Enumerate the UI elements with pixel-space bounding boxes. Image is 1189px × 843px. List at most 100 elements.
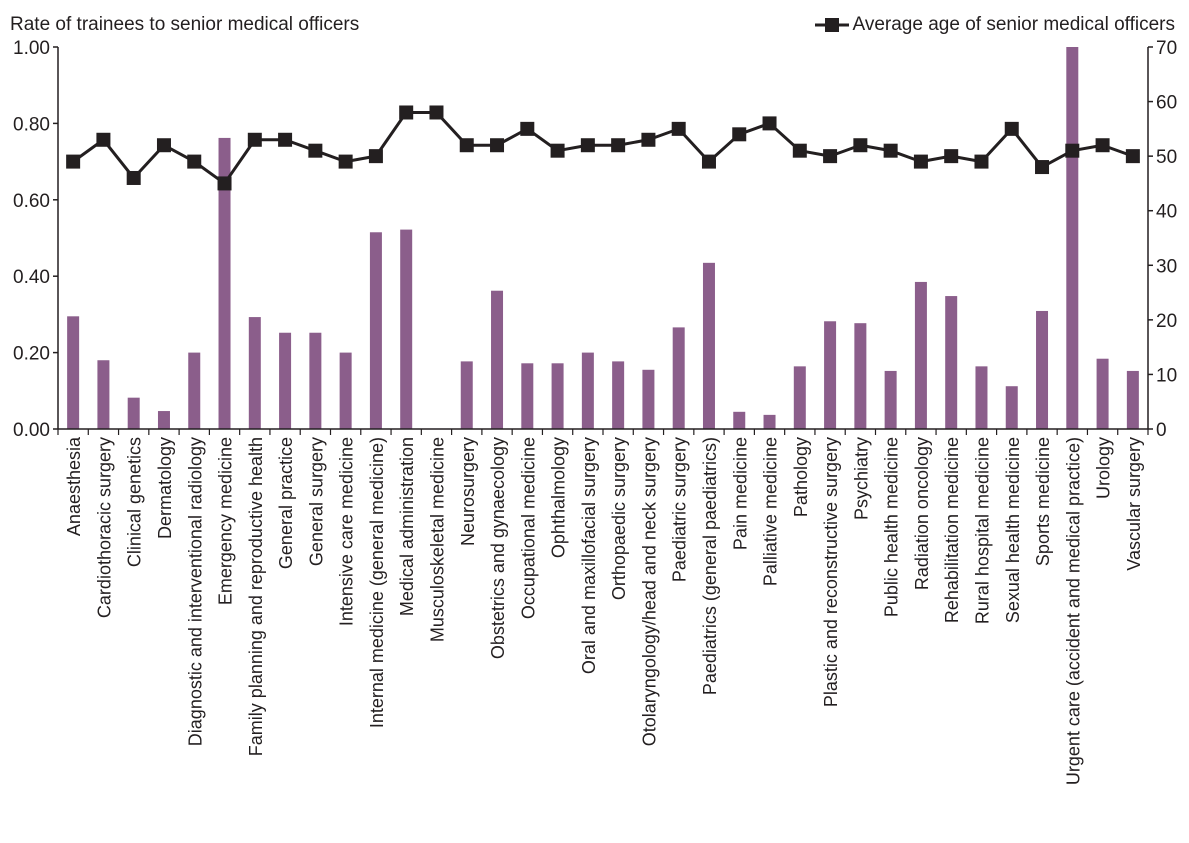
bar-32 [1005,386,1018,429]
x-tick-label: Occupational medicine [518,437,538,619]
y-tick-label-left: 0.20 [13,344,50,365]
bar-27 [854,323,867,429]
x-tick-label: Sports medicine [1033,437,1053,566]
x-tick-label: Oral and maxillofacial surgery [579,437,599,674]
y-tick-label-left: 0.60 [13,191,50,212]
x-tick-label: Clinical genetics [125,437,145,567]
bar-23 [733,411,746,429]
bar-17 [551,363,564,429]
bar-8 [279,332,292,429]
legend: Average age of senior medical officers [814,14,1175,36]
y-tick-label-right: 40 [1156,202,1177,223]
x-tick-label: Anaesthesia [64,436,84,536]
axes: 0.00 0.20 0.40 0.60 0.80 1.00 0 10 20 30 40 50 60 70 [13,38,1177,441]
x-tick-label: Musculoskeletal medicine [427,437,447,642]
age-marker-26 [823,149,838,164]
x-tick-label: Rehabilitation medicine [942,437,962,623]
line-series [66,105,1140,191]
age-marker-31 [974,154,989,169]
x-tick-label: Neurosurgery [458,437,478,546]
x-tick-label: Pathology [791,437,811,517]
age-marker-28 [883,143,898,158]
x-tick-label: Intensive care medicine [337,437,357,626]
age-marker-4 [156,138,171,153]
age-marker-14 [459,138,474,153]
bar-3 [127,397,140,429]
x-tick-label: Rural hospital medicine [972,437,992,624]
bar-20 [642,369,655,429]
age-marker-1 [66,154,81,169]
x-tick-label: Obstetrics and gynaecology [488,437,508,659]
bar-7 [248,317,261,429]
age-marker-22 [701,154,716,169]
bar-2 [97,360,110,429]
bar-1 [67,316,80,429]
bar-28 [884,370,897,429]
x-tick-label: Medical administration [397,437,417,616]
age-marker-7 [247,132,262,147]
x-tick-labels: Anaesthesia Cardiothoracic surgery Clinica… [64,436,1144,785]
y-tick-label-right: 30 [1156,256,1177,277]
y-tick-label-left: 0.80 [13,114,50,135]
y-tick-label-right: 70 [1156,38,1177,59]
age-marker-15 [490,138,505,153]
x-tick-label: Orthopaedic surgery [609,437,629,600]
age-marker-13 [429,105,444,120]
y-tick-label-right: 50 [1156,147,1177,168]
bar-30 [945,296,958,429]
age-marker-29 [913,154,928,169]
bar-25 [793,366,806,429]
y-tick-label-right: 0 [1156,420,1167,441]
y-tick-label-left: 0.40 [13,267,50,288]
age-marker-2 [96,132,111,147]
x-tick-label: Public health medicine [882,437,902,617]
bar-29 [914,281,927,429]
bar-10 [339,352,352,429]
x-tick-label: Pain medicine [730,437,750,550]
age-marker-24 [762,116,777,131]
age-line [72,110,1134,185]
age-marker-8 [278,132,293,147]
x-tick-label: Palliative medicine [761,437,781,586]
bar-24 [763,414,776,429]
bar-19 [612,361,625,429]
x-tick-label: Vascular surgery [1124,437,1144,571]
x-tick-label: Diagnostic and interventional radiology [185,437,205,746]
age-marker-36 [1125,149,1140,164]
x-tick-label: Paediatrics (general paediatrics) [700,437,720,695]
bar-series [67,47,1139,429]
age-marker-18 [580,138,595,153]
x-tick-label: Urgent care (accident and medical practi… [1063,437,1083,785]
bar-36 [1126,370,1139,429]
x-tick-label: Urology [1094,437,1114,499]
bar-4 [157,411,170,429]
bar-11 [369,232,382,429]
age-marker-12 [399,105,414,120]
age-marker-30 [944,149,959,164]
age-marker-20 [641,132,656,147]
x-tick-label: Ophthalmology [549,437,569,558]
bar-5 [188,352,201,429]
legend-entry-average-age: Average age of senior medical officers [852,14,1175,35]
bar-18 [581,352,594,429]
bar-21 [672,327,685,429]
age-marker-19 [611,138,626,153]
x-tick-label: Internal medicine (general medicine) [367,437,387,728]
bar-34 [1066,47,1079,429]
bar-15 [491,290,504,429]
x-tick-label: Sexual health medicine [1003,437,1023,623]
y-tick-label-left: 1.00 [13,38,50,59]
x-tick-label: Otolaryngology/head and neck surgery [639,437,659,746]
x-tick-label: General practice [276,437,296,569]
bar-33 [1036,310,1049,429]
y-tick-label-left: 0.00 [13,420,50,441]
x-tick-label: Psychiatry [851,437,871,520]
age-marker-21 [671,121,686,136]
bar-31 [975,366,988,429]
age-marker-11 [368,149,383,164]
x-tick-label: Paediatric surgery [670,437,690,582]
x-tick-label: Emergency medicine [216,437,236,605]
age-marker-10 [338,154,353,169]
x-tick-label: Family planning and reproductive health [246,437,266,756]
